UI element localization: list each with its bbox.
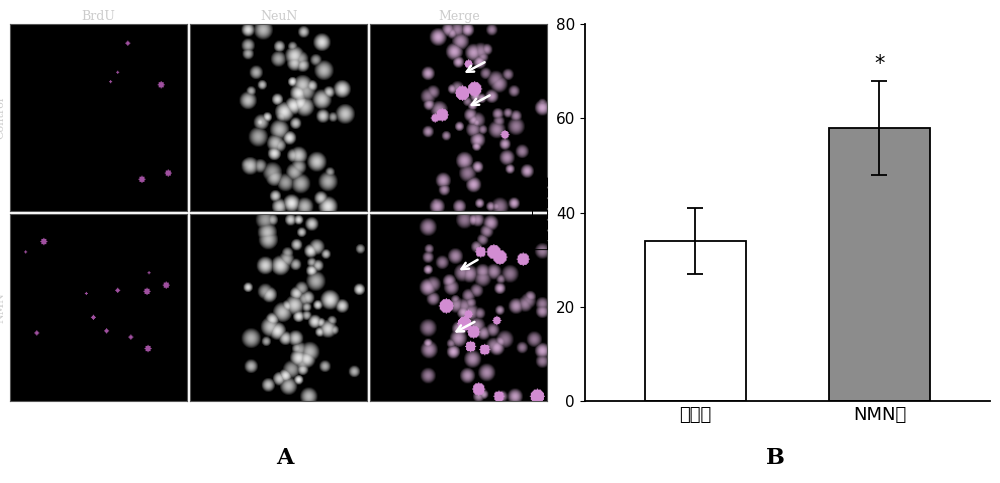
Title: NeuN: NeuN [260,10,297,23]
Text: B: B [766,446,784,469]
Text: *: * [874,54,885,73]
Bar [645,241,746,401]
Y-axis label: NMN: NMN [0,292,6,323]
Y-axis label: Control: Control [0,96,6,139]
Title: BrdU: BrdU [81,10,115,23]
Title: Merge: Merge [438,10,480,23]
Y-axis label: 新生神经元数目: 新生神经元数目 [531,175,549,250]
Text: A: A [276,446,294,469]
Bar [829,128,930,401]
